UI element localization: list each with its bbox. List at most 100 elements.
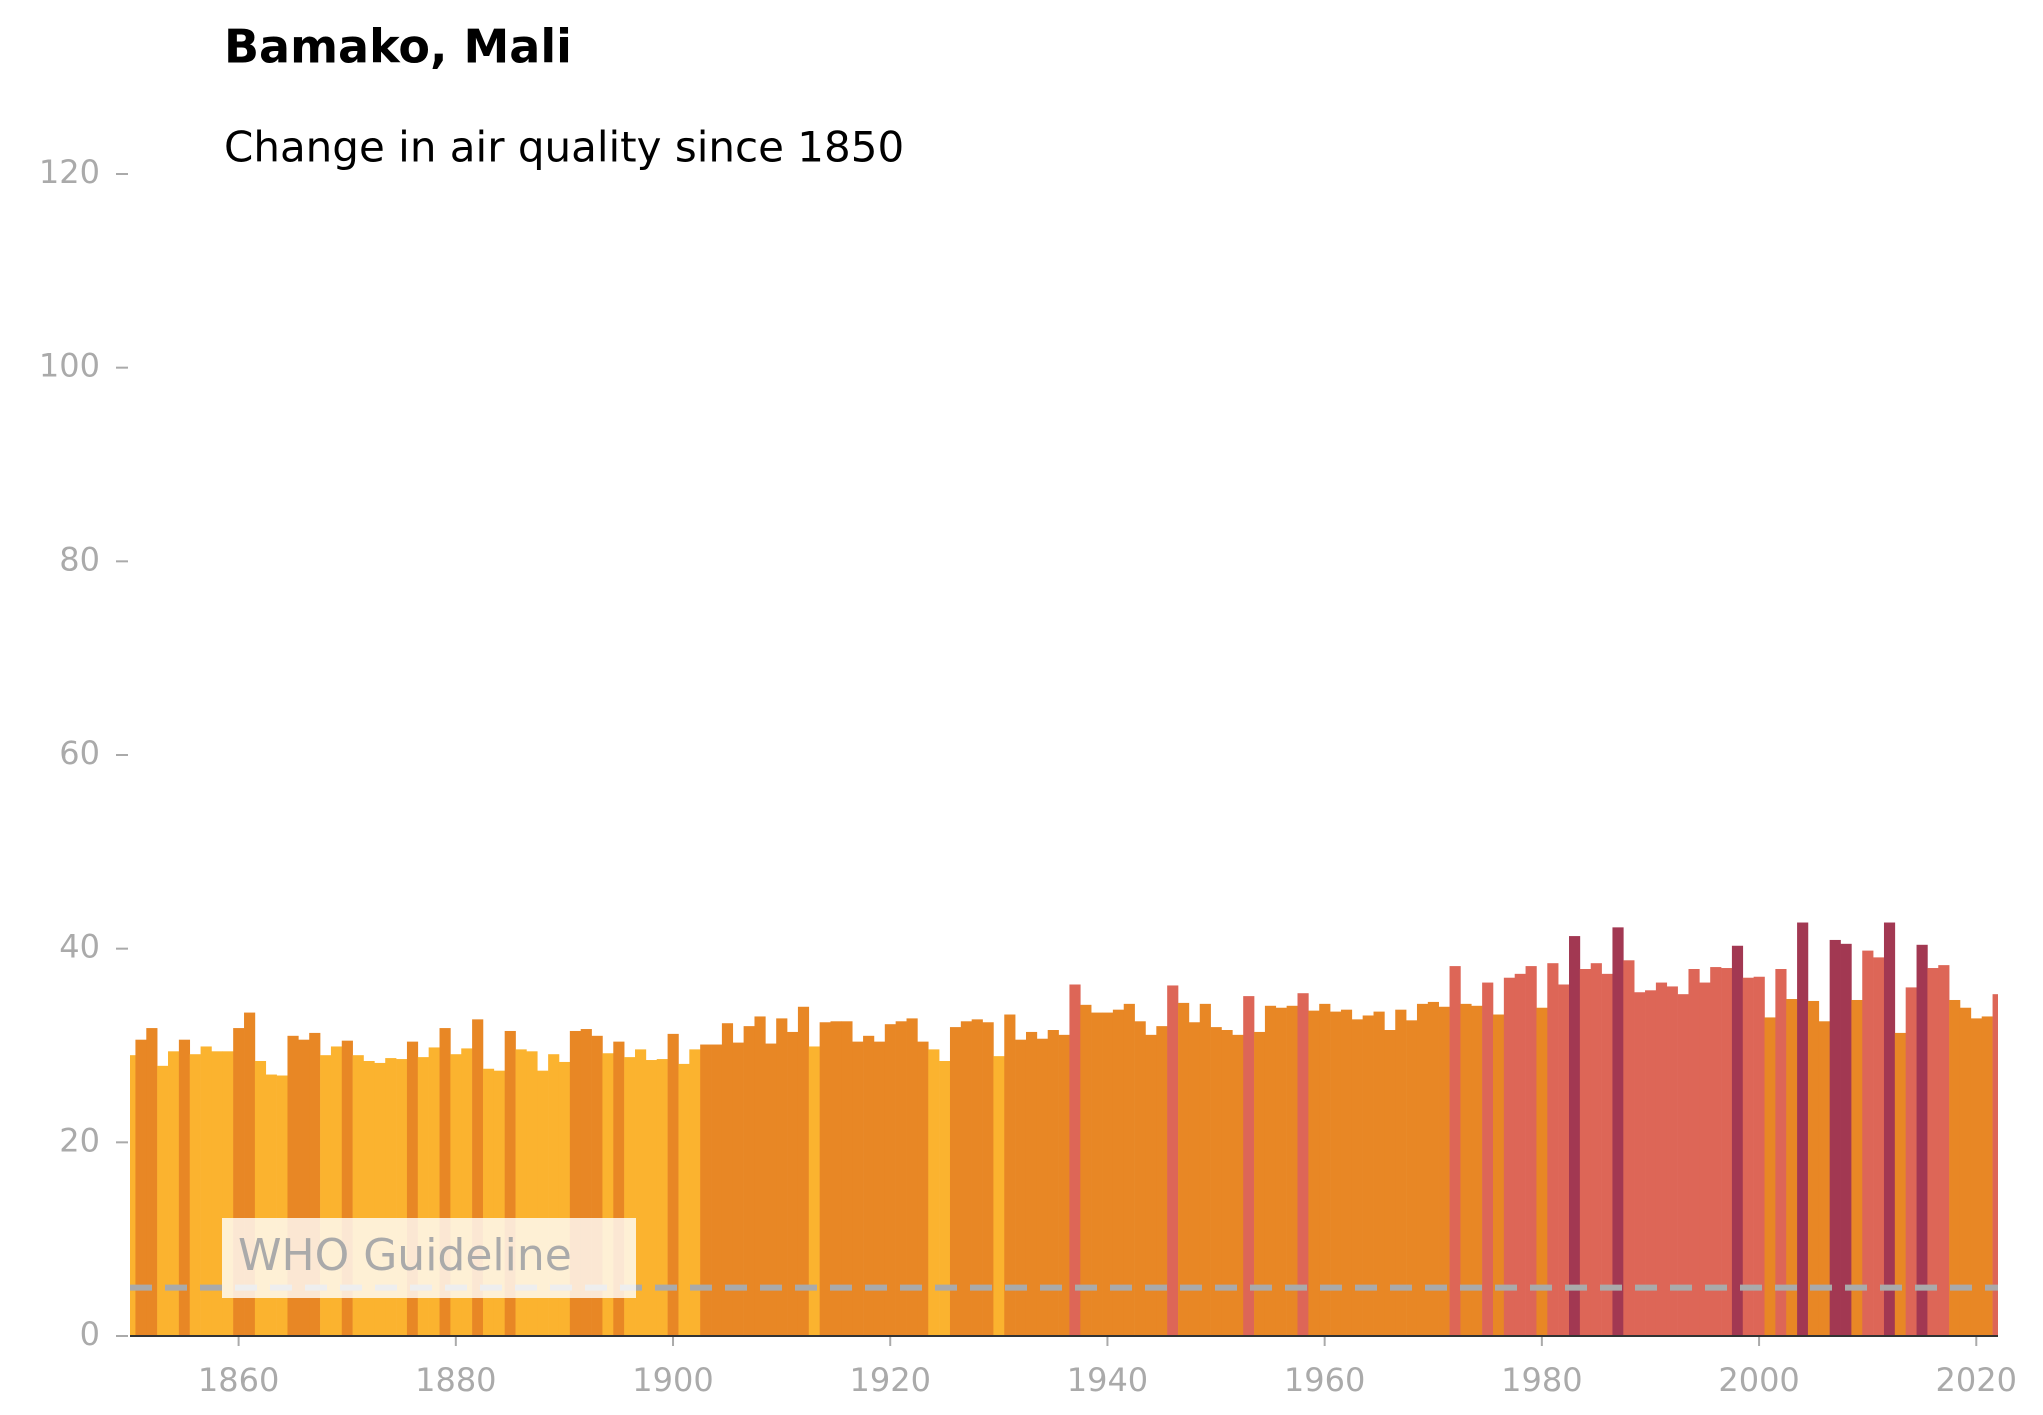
bar — [1025, 1031, 1038, 1336]
bar — [1688, 969, 1700, 1336]
bar — [884, 1024, 896, 1336]
bar — [1482, 982, 1494, 1336]
bar — [233, 1028, 245, 1336]
bar — [1416, 1003, 1429, 1336]
bar — [1818, 1021, 1830, 1336]
bar — [1807, 1000, 1820, 1336]
bar — [689, 1049, 701, 1336]
bar — [949, 1027, 962, 1336]
bar — [1536, 1007, 1548, 1336]
bar — [439, 1028, 451, 1336]
bar — [917, 1041, 929, 1336]
x-tick-label: 1940 — [1067, 1361, 1148, 1399]
bar — [960, 1021, 972, 1336]
bar — [244, 1012, 256, 1336]
bar — [1797, 922, 1809, 1336]
bar — [591, 1035, 603, 1336]
bar — [1699, 982, 1711, 1336]
bar — [1047, 1030, 1059, 1336]
y-tick-label: 120 — [39, 153, 100, 191]
chart-title: Bamako, Mali — [224, 20, 572, 74]
bar — [1156, 1026, 1168, 1336]
bar — [1232, 1034, 1244, 1336]
bar — [320, 1055, 332, 1336]
bar — [732, 1042, 744, 1336]
bar — [1949, 999, 1961, 1336]
bar — [1612, 927, 1624, 1336]
bar — [1873, 957, 1885, 1336]
bar — [1395, 1009, 1407, 1336]
bar — [819, 1022, 831, 1336]
bar — [1579, 969, 1592, 1336]
bar — [1775, 969, 1787, 1336]
bar — [1123, 1003, 1135, 1336]
bar — [385, 1058, 397, 1336]
bar — [1677, 994, 1689, 1336]
bar — [130, 1055, 136, 1336]
bar — [776, 1018, 788, 1336]
bar — [1449, 966, 1461, 1336]
bar — [1102, 1012, 1114, 1336]
bar — [1254, 1031, 1266, 1336]
bar — [1753, 976, 1765, 1336]
bar — [873, 1041, 886, 1336]
y-tick-label: 20 — [59, 1121, 100, 1159]
bar — [428, 1047, 440, 1336]
bar — [1297, 993, 1309, 1336]
bar — [178, 1039, 191, 1336]
bar — [1601, 973, 1613, 1336]
bar — [1036, 1038, 1049, 1336]
bar — [135, 1039, 147, 1336]
bar — [1069, 984, 1081, 1336]
bar — [1514, 973, 1526, 1336]
bar — [1840, 943, 1852, 1336]
bar — [1091, 1012, 1103, 1336]
bar — [168, 1051, 180, 1336]
x-tick-label: 1960 — [1284, 1361, 1365, 1399]
bar — [1666, 986, 1678, 1336]
bar — [1862, 950, 1874, 1336]
x-tick-label: 2000 — [1718, 1361, 1799, 1399]
bar — [1178, 1002, 1190, 1336]
bar — [548, 1054, 560, 1336]
bar — [396, 1059, 408, 1336]
bar — [1634, 992, 1646, 1336]
bar — [1080, 1004, 1092, 1336]
bar — [1351, 1019, 1363, 1336]
bar — [482, 1068, 495, 1336]
bar — [613, 1041, 625, 1336]
bar — [287, 1035, 299, 1336]
bar — [645, 1060, 658, 1336]
bar — [982, 1022, 994, 1336]
bar — [1210, 1027, 1222, 1336]
bar — [1199, 1003, 1211, 1336]
bar — [1503, 977, 1516, 1336]
bar — [656, 1059, 668, 1336]
bar — [1981, 1016, 1993, 1336]
bar — [635, 1049, 647, 1336]
bar — [1786, 999, 1798, 1336]
bar — [1938, 965, 1950, 1336]
bar — [1721, 968, 1733, 1336]
bar — [1742, 977, 1754, 1336]
bar — [417, 1057, 429, 1336]
bar — [1134, 1021, 1146, 1336]
bar — [841, 1021, 853, 1336]
bar — [1710, 967, 1722, 1336]
bar — [1558, 984, 1570, 1336]
x-tick-label: 1980 — [1501, 1361, 1582, 1399]
bar — [1851, 999, 1863, 1336]
x-tick-label: 1880 — [415, 1361, 496, 1399]
bar — [721, 1023, 734, 1336]
bar — [450, 1054, 462, 1336]
bar — [1438, 1006, 1450, 1336]
bar — [1264, 1005, 1277, 1336]
bar — [558, 1061, 571, 1336]
bar — [1894, 1032, 1906, 1336]
bar — [309, 1032, 321, 1336]
bar — [200, 1046, 212, 1336]
bar — [1731, 945, 1744, 1336]
x-tick-label: 1860 — [198, 1361, 279, 1399]
bar — [526, 1051, 538, 1336]
